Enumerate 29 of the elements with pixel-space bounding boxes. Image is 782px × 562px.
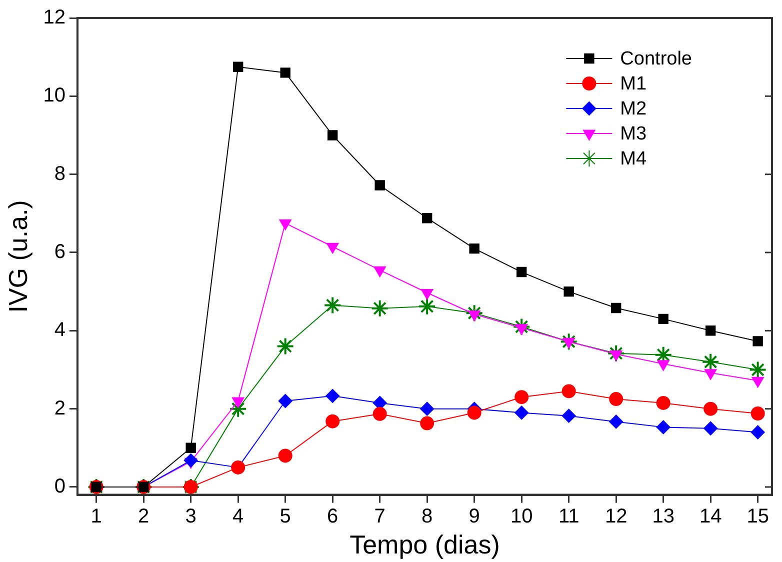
- legend-label: M2: [620, 98, 647, 120]
- x-tick-label: 4: [232, 505, 244, 528]
- legend-label: M4: [620, 148, 648, 170]
- y-tick-label: 8: [54, 162, 66, 185]
- y-tick-label: 6: [54, 241, 66, 264]
- x-tick-label: 9: [468, 505, 480, 528]
- x-axis-title: Tempo (dias): [350, 530, 500, 560]
- legend-label: M3: [620, 124, 647, 145]
- legend-label: Controle: [620, 48, 692, 70]
- x-tick-label: 6: [327, 505, 338, 528]
- x-tick-label: 11: [558, 505, 580, 528]
- x-tick-label: 2: [138, 505, 150, 528]
- y-tick-label: 4: [54, 319, 66, 342]
- x-tick-label: 12: [604, 505, 628, 528]
- x-tick-label: 14: [699, 505, 722, 528]
- x-tick-label: 3: [185, 505, 196, 528]
- x-tick-label: 8: [422, 505, 433, 528]
- y-tick-label: 0: [54, 476, 66, 498]
- x-tick-label: 10: [510, 505, 533, 528]
- y-tick-label: 2: [54, 397, 66, 420]
- x-tick-label: 15: [746, 505, 769, 528]
- x-tick-label: 7: [374, 505, 386, 528]
- legend-label: M1: [620, 74, 647, 95]
- x-tick-label: 1: [90, 505, 102, 528]
- y-tick-label: 10: [43, 84, 66, 107]
- y-axis-title: IVG (u.a.): [2, 200, 33, 313]
- y-tick-label: 12: [43, 6, 66, 29]
- x-tick-label: 13: [652, 505, 674, 528]
- x-tick-label: 5: [280, 505, 291, 528]
